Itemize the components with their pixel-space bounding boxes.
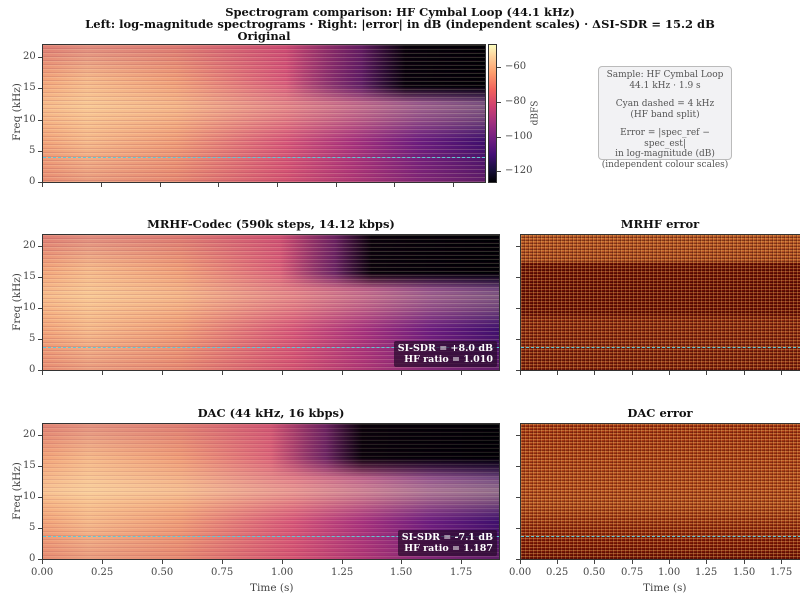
- mrhf-ylabel: Freq (kHz): [10, 273, 23, 331]
- mrhf-error-heatmap: [520, 234, 800, 371]
- mrhf-title: MRHF-Codec (590k steps, 14.12 kbps): [147, 217, 395, 231]
- original-title: Original: [237, 29, 291, 43]
- colorbar-tick: −60: [505, 61, 527, 72]
- info-box: Sample: HF Cymbal Loop 44.1 kHz · 1.9 s C…: [598, 66, 732, 170]
- original-ylabel: Freq (kHz): [10, 83, 23, 141]
- dac-metrics: SI-SDR = -7.1 dB HF ratio = 1.187: [397, 530, 497, 556]
- hf-split-line: [521, 536, 800, 537]
- colorbar-tick: −120: [505, 165, 533, 176]
- dac-error-heatmap: [520, 423, 800, 560]
- mrhf-metrics: SI-SDR = +8.0 dB HF ratio = 1.010: [393, 341, 497, 367]
- hf-split-line: [43, 347, 499, 348]
- figure-subtitle: Left: log-magnitude spectrograms · Right…: [85, 17, 715, 31]
- hf-split-line: [43, 536, 499, 537]
- dac-error-xlabel: Time (s): [643, 582, 687, 594]
- mrhf-error-title: MRHF error: [620, 217, 700, 231]
- colorbar-label: dBFS: [530, 100, 541, 126]
- dac-spectrogram: SI-SDR = -7.1 dB HF ratio = 1.187: [42, 423, 500, 560]
- dac-error-title: DAC error: [627, 406, 693, 420]
- original-spectrogram: [42, 44, 486, 183]
- colorbar-tick: −100: [505, 131, 533, 142]
- colorbar-tick: −80: [505, 96, 527, 107]
- dac-title: DAC (44 kHz, 16 kbps): [197, 406, 345, 420]
- dac-ylabel: Freq (kHz): [10, 462, 23, 520]
- dac-xlabel: Time (s): [250, 582, 294, 594]
- hf-split-line: [43, 157, 485, 158]
- figure-title: Spectrogram comparison: HF Cymbal Loop (…: [225, 5, 575, 19]
- colorbar: [488, 44, 497, 183]
- mrhf-spectrogram: SI-SDR = +8.0 dB HF ratio = 1.010: [42, 234, 500, 371]
- hf-split-line: [521, 347, 800, 348]
